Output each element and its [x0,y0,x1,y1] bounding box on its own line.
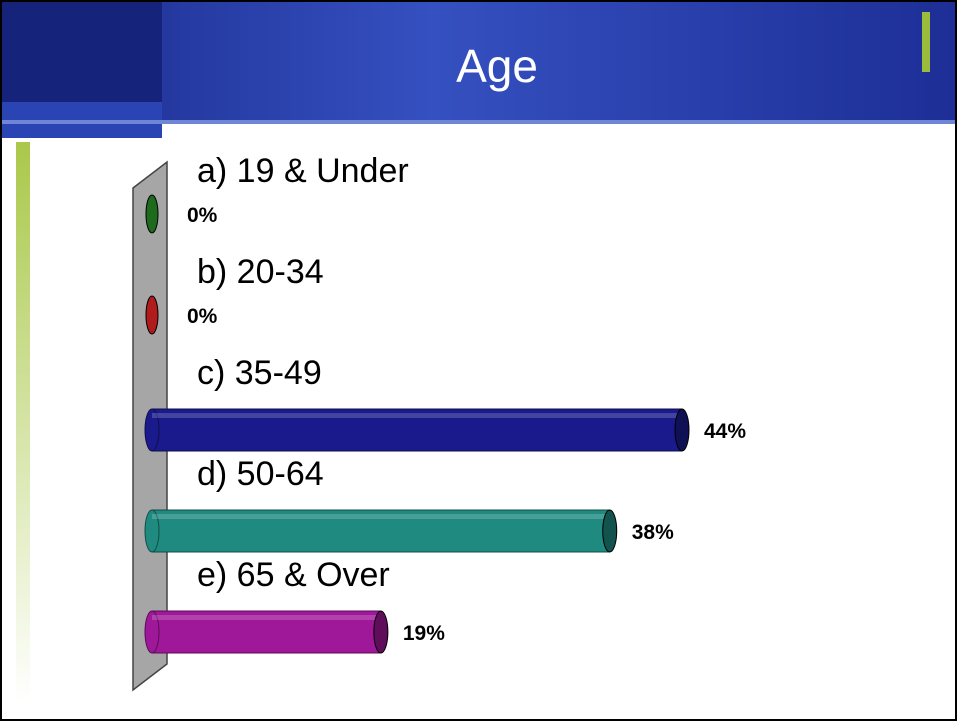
bar-end-cap [674,408,690,452]
data-label: 19% [403,622,445,645]
category-label: e) 65 & Over [197,556,390,594]
data-label: 38% [632,521,674,544]
slide-title: Age [456,40,538,92]
bar-highlight [152,615,381,620]
data-label: 0% [187,305,218,328]
bar [151,610,382,654]
bar-start-cap [144,610,160,654]
bar-highlight [152,514,610,519]
chart-plot: a) 19 & Under 0% b) 20-34 0% c) 35-49 44% d) 5… [144,152,746,654]
bar-highlight [152,413,682,418]
header-dark-block [2,2,162,102]
header-band [2,2,955,702]
side-green-accent [16,142,30,702]
data-label: 44% [704,420,746,443]
bar-start-cap [144,509,160,553]
header-underline [2,120,955,124]
category-label: d) 50-64 [197,455,324,493]
category-label: b) 20-34 [197,253,324,291]
header-green-accent [922,12,930,72]
bar-zero-marker [145,194,159,234]
category-label: a) 19 & Under [197,152,409,190]
bar-end-cap [602,509,618,553]
bar-zero-marker [145,295,159,335]
data-label: 0% [187,204,218,227]
category-label: c) 35-49 [197,354,322,392]
bar-end-cap [373,610,389,654]
bar-start-cap [144,408,160,452]
